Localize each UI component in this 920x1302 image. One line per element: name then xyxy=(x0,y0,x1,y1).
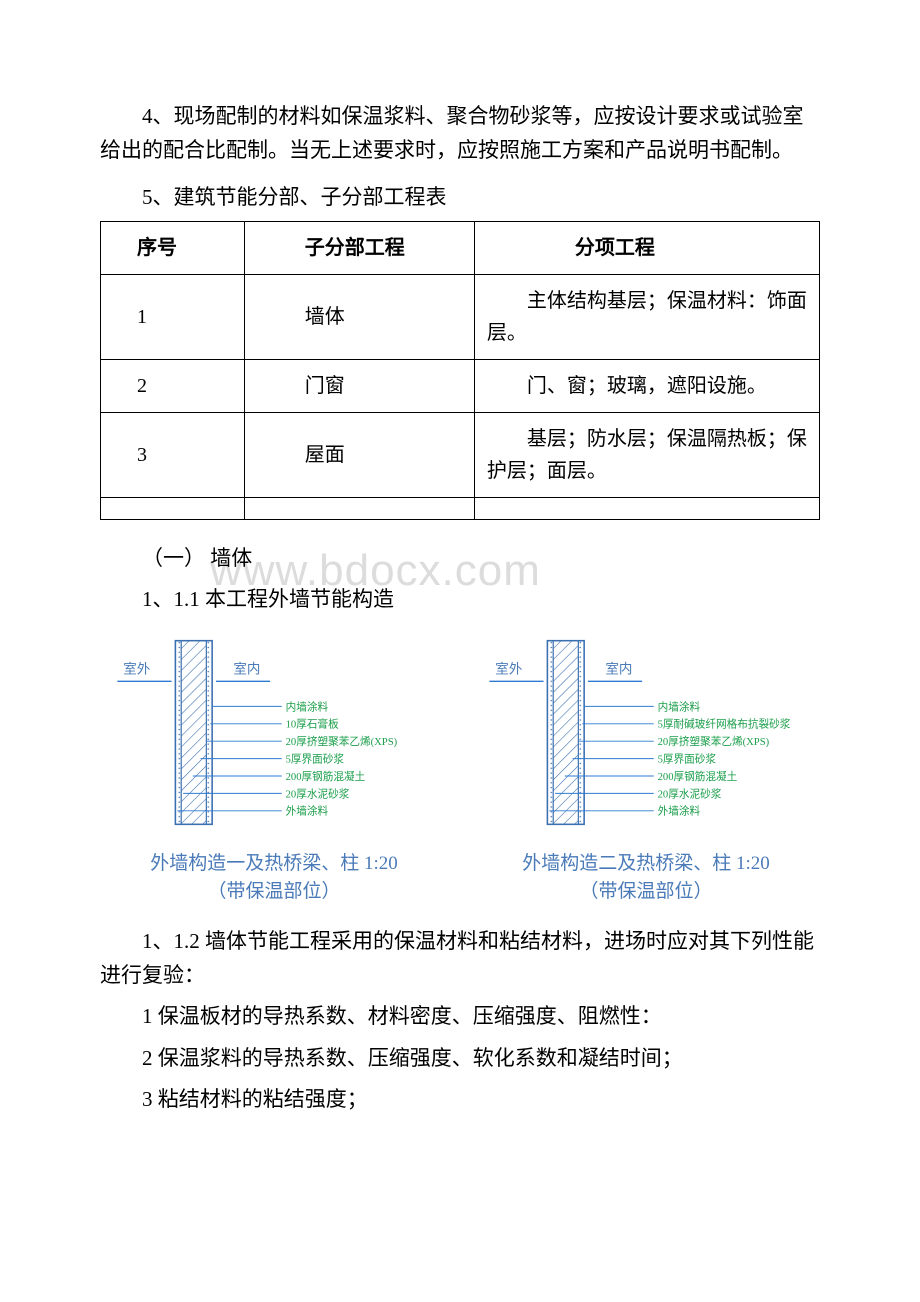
svg-text:20厚挤塑聚苯乙烯(XPS): 20厚挤塑聚苯乙烯(XPS) xyxy=(658,735,770,748)
th-sub: 子分部工程 xyxy=(244,221,474,274)
th-num: 序号 xyxy=(101,221,245,274)
wall-diagram-right: 室外 室内 内墙涂料 5厚耐碱玻纤网格布抗裂砂浆 20厚挤塑聚苯乙烯(XPS) … xyxy=(472,631,820,907)
cell-num: 2 xyxy=(101,359,245,412)
svg-text:外墙涂料: 外墙涂料 xyxy=(286,805,329,818)
layer-row: 5厚界面砂浆 xyxy=(573,752,717,765)
svg-text:内墙涂料: 内墙涂料 xyxy=(658,700,701,713)
layer-row: 10厚石膏板 xyxy=(210,718,339,731)
cell-num: 1 xyxy=(101,274,245,359)
svg-text:10厚石膏板: 10厚石膏板 xyxy=(286,718,339,731)
layer-row: 内墙涂料 xyxy=(584,700,700,713)
cell-item: 主体结构基层；保温材料：饰面层。 xyxy=(474,274,819,359)
cell-sub: 屋面 xyxy=(244,412,474,497)
svg-text:20厚挤塑聚苯乙烯(XPS): 20厚挤塑聚苯乙烯(XPS) xyxy=(286,735,398,748)
svg-text:5厚耐碱玻纤网格布抗裂砂浆: 5厚耐碱玻纤网格布抗裂砂浆 xyxy=(658,718,791,731)
cell-empty xyxy=(244,497,474,519)
layer-row: 200厚钢筋混凝土 xyxy=(193,770,366,783)
table-row-empty xyxy=(101,497,820,519)
table-row: 1 墙体 主体结构基层；保温材料：饰面层。 xyxy=(101,274,820,359)
subsection-table: 序号 子分部工程 分项工程 1 墙体 主体结构基层；保温材料：饰面层。 2 门窗… xyxy=(100,221,820,520)
cell-item: 基层；防水层；保温隔热板；保护层；面层。 xyxy=(474,412,819,497)
table-title: 5、建筑节能分部、子分部工程表 xyxy=(100,181,820,215)
svg-text:200厚钢筋混凝土: 200厚钢筋混凝土 xyxy=(286,770,366,783)
paragraph-1-1: 1、1.1 本工程外墙节能构造 xyxy=(100,583,820,617)
table-row: 3 屋面 基层；防水层；保温隔热板；保护层；面层。 xyxy=(101,412,820,497)
paragraph-4: 4、现场配制的材料如保温浆料、聚合物砂浆等，应按设计要求或试验室给出的配合比配制… xyxy=(100,100,820,167)
layer-row: 20厚挤塑聚苯乙烯(XPS) xyxy=(206,735,397,748)
caption-sub: （带保温部位） xyxy=(100,878,448,907)
table-row: 2 门窗 门、窗；玻璃，遮阳设施。 xyxy=(101,359,820,412)
layer-row: 5厚界面砂浆 xyxy=(201,752,345,765)
svg-text:内墙涂料: 内墙涂料 xyxy=(286,700,329,713)
cell-item: 门、窗；玻璃，遮阳设施。 xyxy=(474,359,819,412)
svg-text:200厚钢筋混凝土: 200厚钢筋混凝土 xyxy=(658,770,738,783)
caption-main: 外墙构造二及热桥梁、柱 1:20 xyxy=(522,853,770,874)
cell-empty xyxy=(474,497,819,519)
label-indoor: 室内 xyxy=(233,661,260,677)
diagrams-container: 室外 室内 内墙涂料 10厚石膏板 20厚挤塑聚苯乙烯(XPS) 5厚界面砂浆 … xyxy=(100,631,820,907)
svg-text:20厚水泥砂浆: 20厚水泥砂浆 xyxy=(286,787,350,800)
svg-text:外墙涂料: 外墙涂料 xyxy=(658,805,701,818)
caption-main: 外墙构造一及热桥梁、柱 1:20 xyxy=(150,853,398,874)
cell-num: 3 xyxy=(101,412,245,497)
layer-row: 内墙涂料 xyxy=(212,700,328,713)
wall-svg-right: 室外 室内 内墙涂料 5厚耐碱玻纤网格布抗裂砂浆 20厚挤塑聚苯乙烯(XPS) … xyxy=(472,631,820,834)
list-item-1: 1 保温板材的导热系数、材料密度、压缩强度、阻燃性： xyxy=(100,1000,820,1034)
section-heading-wall: （一） 墙体 xyxy=(100,542,820,576)
paragraph-1-2: 1、1.2 墙体节能工程采用的保温材料和粘结材料，进场时应对其下列性能进行复验： xyxy=(100,925,820,992)
layer-row: 200厚钢筋混凝土 xyxy=(565,770,738,783)
wall-svg-left: 室外 室内 内墙涂料 10厚石膏板 20厚挤塑聚苯乙烯(XPS) 5厚界面砂浆 … xyxy=(100,631,448,834)
label-outdoor: 室外 xyxy=(123,661,151,677)
svg-text:20厚水泥砂浆: 20厚水泥砂浆 xyxy=(658,787,722,800)
th-item: 分项工程 xyxy=(474,221,819,274)
cell-sub: 门窗 xyxy=(244,359,474,412)
list-item-2: 2 保温浆料的导热系数、压缩强度、软化系数和凝结时间； xyxy=(100,1042,820,1076)
cell-sub: 墙体 xyxy=(244,274,474,359)
table-header-row: 序号 子分部工程 分项工程 xyxy=(101,221,820,274)
wall-diagram-left: 室外 室内 内墙涂料 10厚石膏板 20厚挤塑聚苯乙烯(XPS) 5厚界面砂浆 … xyxy=(100,631,448,907)
caption-sub: （带保温部位） xyxy=(472,878,820,907)
label-indoor: 室内 xyxy=(605,661,632,677)
cell-empty xyxy=(101,497,245,519)
diagram-caption-right: 外墙构造二及热桥梁、柱 1:20 （带保温部位） xyxy=(472,850,820,907)
svg-text:5厚界面砂浆: 5厚界面砂浆 xyxy=(286,752,345,765)
svg-text:5厚界面砂浆: 5厚界面砂浆 xyxy=(658,752,717,765)
label-outdoor: 室外 xyxy=(495,661,523,677)
layer-row: 20厚挤塑聚苯乙烯(XPS) xyxy=(578,735,769,748)
diagram-caption-left: 外墙构造一及热桥梁、柱 1:20 （带保温部位） xyxy=(100,850,448,907)
list-item-3: 3 粘结材料的粘结强度； xyxy=(100,1083,820,1117)
layer-row: 5厚耐碱玻纤网格布抗裂砂浆 xyxy=(582,718,791,731)
